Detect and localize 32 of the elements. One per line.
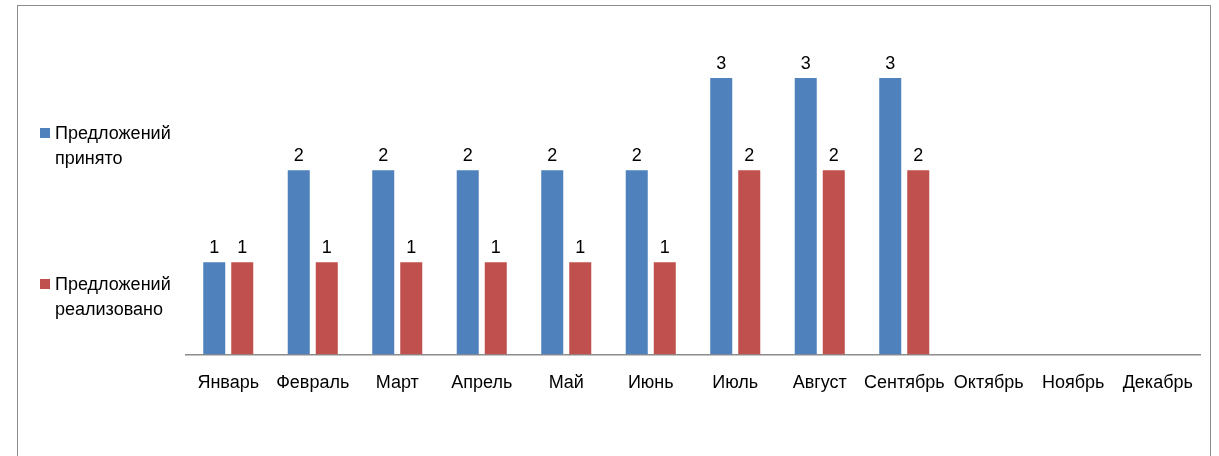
x-tick-label: Октябрь	[953, 372, 1024, 393]
x-tick-label: Июнь	[627, 372, 674, 393]
x-tick-label: Март	[375, 372, 419, 393]
x-tick-label: Декабрь	[1122, 372, 1193, 393]
data-label: 1	[659, 237, 670, 258]
x-tick-label: Апрель	[451, 372, 513, 393]
legend-label: Предложений реализовано	[55, 273, 172, 321]
data-label: 2	[744, 145, 755, 166]
data-label: 3	[800, 52, 811, 73]
data-label: 2	[547, 145, 558, 166]
x-tick-label: Июль	[712, 372, 759, 393]
data-label: 2	[462, 145, 473, 166]
data-label: 1	[209, 237, 220, 258]
data-label: 1	[490, 237, 501, 258]
legend-label: Предложений принято	[55, 122, 172, 170]
x-tick-label: Август	[792, 372, 847, 393]
data-label: 1	[406, 237, 417, 258]
x-tick-label: Ноябрь	[1042, 372, 1105, 393]
data-label: 1	[321, 237, 332, 258]
data-label: 2	[631, 145, 642, 166]
data-label: 3	[716, 52, 727, 73]
data-label: 2	[378, 145, 389, 166]
data-label: 1	[575, 237, 586, 258]
data-label: 2	[913, 145, 924, 166]
x-tick-label: Май	[548, 372, 584, 393]
data-label: 2	[828, 145, 839, 166]
data-label: 1	[237, 237, 248, 258]
x-tick-label: Февраль	[276, 372, 350, 393]
x-tick-label: Сентябрь	[863, 372, 945, 393]
data-label: 3	[885, 52, 896, 73]
data-label: 2	[293, 145, 304, 166]
x-tick-label: Январь	[197, 372, 260, 393]
